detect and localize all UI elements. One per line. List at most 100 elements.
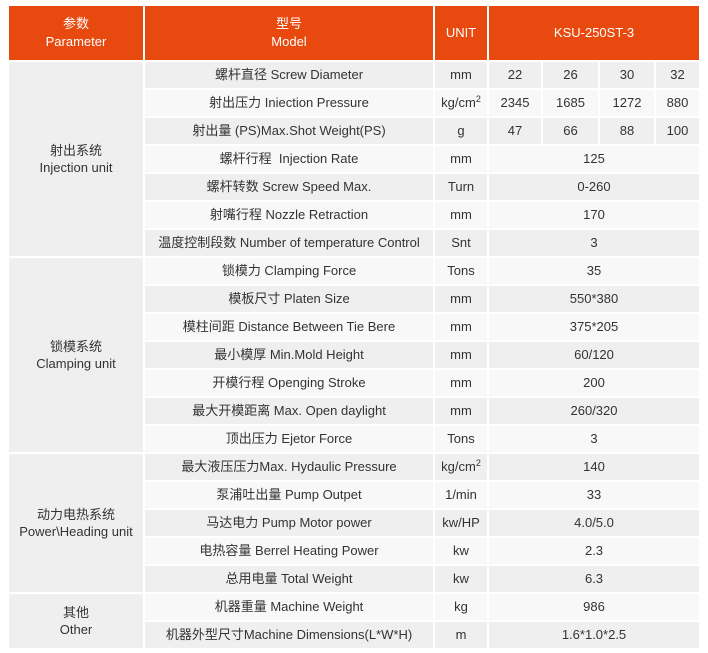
table-header: 参数 Parameter 型号 Model UNIT KSU-250ST-3 [9,6,700,60]
value-cell: 6.3 [489,566,700,592]
parameter-label: 模柱间距 Distance Between Tie Bere [145,314,433,340]
group-name-zh: 动力电热系统 [36,507,115,522]
value-cell: 2345 [489,90,541,116]
parameter-label: 螺杆直径 Screw Diameter [145,62,433,88]
parameter-label: 射出压力 Iniection Pressure [145,90,433,116]
unit-text: Snt [451,235,471,250]
group-name-zh: 其他 [62,605,89,620]
group-label-cell: 其他 Other [9,594,143,648]
parameter-label: 机器外型尺寸Machine Dimensions(L*W*H) [145,622,433,648]
value-cell: 880 [656,90,700,116]
value-cell: 140 [489,454,700,480]
parameter-label: 模板尺寸 Platen Size [145,286,433,312]
value-cell: 88 [600,118,654,144]
table-row: 螺杆行程 Injection Rate mm 125 [9,146,700,172]
unit-cell: Turn [435,174,487,200]
unit-cell: mm [435,146,487,172]
value-cell: 986 [489,594,700,620]
value-cell: 3 [489,426,700,452]
value-cell: 125 [489,146,700,172]
table-row: 射出量 (PS)Max.Shot Weight(PS) g 47 66 88 100 [9,118,700,144]
unit-cell: kw [435,566,487,592]
unit-cell: mm [435,62,487,88]
table-row: 温度控制段数 Number of temperature Control Snt 3 [9,230,700,256]
group-label-cell: 射出系统 Injection unit [9,62,143,256]
table-row: 射嘴行程 Nozzle Retraction mm 170 [9,202,700,228]
parameter-label: 马达电力 Pump Motor power [145,510,433,536]
unit-text: mm [450,207,472,222]
header-parameter-cell: 参数 Parameter [9,6,143,60]
unit-cell: 1/min [435,482,487,508]
value-cell: 260/320 [489,398,700,424]
table-row: 泵浦吐出量 Pump Outpet 1/min 33 [9,482,700,508]
unit-text: kg/cm [441,95,476,110]
value-cell: 26 [543,62,598,88]
value-cell: 47 [489,118,541,144]
unit-cell: kg/cm2 [435,454,487,480]
unit-cell: Snt [435,230,487,256]
table-row: 机器外型尺寸Machine Dimensions(L*W*H) m 1.6*1.0*… [9,622,700,648]
header-row: 参数 Parameter 型号 Model UNIT KSU-250ST-3 [9,6,700,60]
unit-text: mm [450,403,472,418]
value-cell: 3 [489,230,700,256]
unit-text: kw [453,543,469,558]
unit-cell: mm [435,342,487,368]
unit-cell: kg/cm2 [435,90,487,116]
group-name-en: Power\Heading unit [19,524,133,539]
unit-cell: mm [435,202,487,228]
table-row: 电热容量 Berrel Heating Power kw 2.3 [9,538,700,564]
table-row: 开模行程 Openging Stroke mm 200 [9,370,700,396]
table-row: 射出系统 Injection unit 螺杆直径 Screw Diameter mm 2… [9,62,700,256]
header-parameter-zh: 参数 [62,16,89,31]
unit-text: Turn [447,179,475,194]
unit-cell: kw [435,538,487,564]
value-cell: 1272 [600,90,654,116]
unit-cell: kg [435,594,487,620]
unit-text: g [457,123,465,138]
table-row: 动力电热系统 Power\Heading unit 最大液压压力Max. Hydau… [9,454,700,592]
value-cell: 32 [656,62,700,88]
unit-cell: g [435,118,487,144]
group-name-en: Injection unit [39,160,113,175]
parameter-label: 总用电量 Total Weight [145,566,433,592]
unit-superscript: 2 [475,458,481,468]
unit-cell: mm [435,370,487,396]
spec-table: 参数 Parameter 型号 Model UNIT KSU-250ST-3 射… [7,4,701,650]
value-cell: 22 [489,62,541,88]
parameter-label: 螺杆转数 Screw Speed Max. [145,174,433,200]
value-cell: 550*380 [489,286,700,312]
table-row: 锁模系统 Clamping unit 锁模力 Clamping Force Tons 3… [9,258,700,452]
parameter-label: 螺杆行程 Injection Rate [145,146,433,172]
value-cell: 0-260 [489,174,700,200]
unit-text: kw [453,571,469,586]
unit-text: mm [450,151,472,166]
header-unit-cell: UNIT [435,6,487,60]
parameter-label: 温度控制段数 Number of temperature Control [145,230,433,256]
unit-text: mm [450,375,472,390]
value-cell: 200 [489,370,700,396]
parameter-label: 机器重量 Machine Weight [145,594,433,620]
value-cell: 66 [543,118,598,144]
header-model-name-cell: KSU-250ST-3 [489,6,700,60]
value-cell: 1.6*1.0*2.5 [489,622,700,648]
unit-text: Tons [447,263,475,278]
group-name-en: Clamping unit [36,356,116,371]
header-model-en: Model [271,34,307,49]
value-cell: 4.0/5.0 [489,510,700,536]
table-row: 最大开模距离 Max. Open daylight mm 260/320 [9,398,700,424]
parameter-label: 最大液压压力Max. Hydaulic Pressure [145,454,433,480]
unit-text: mm [450,319,472,334]
unit-text: kg [454,599,468,614]
parameter-label: 锁模力 Clamping Force [145,258,433,284]
group-name-en: Other [59,622,93,637]
table-row: 射出压力 Iniection Pressure kg/cm2 2345 1685 127… [9,90,700,116]
table-row: 模板尺寸 Platen Size mm 550*380 [9,286,700,312]
value-cell: 33 [489,482,700,508]
unit-cell: Tons [435,258,487,284]
table-row: 顶出压力 Ejetor Force Tons 3 [9,426,700,452]
header-parameter-en: Parameter [45,34,107,49]
table-body: 射出系统 Injection unit 螺杆直径 Screw Diameter mm 2… [9,62,700,648]
unit-cell: m [435,622,487,648]
unit-text: mm [450,347,472,362]
unit-cell: Tons [435,426,487,452]
